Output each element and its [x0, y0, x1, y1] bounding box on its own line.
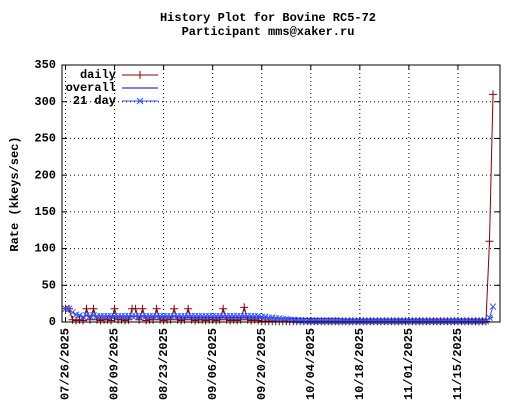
- x-tick-label: 08/23/2025: [157, 328, 171, 400]
- marker: [488, 90, 497, 99]
- marker: [76, 312, 83, 319]
- y-tick-label: 350: [34, 58, 56, 72]
- legend-marker: [136, 97, 144, 105]
- marker: [486, 314, 493, 321]
- marker: [219, 304, 228, 313]
- marker: [138, 304, 147, 313]
- legend-marker: [136, 71, 144, 79]
- marker: [79, 313, 87, 321]
- marker: [485, 237, 494, 246]
- marker: [79, 316, 88, 325]
- marker: [82, 304, 91, 313]
- marker: [184, 304, 193, 313]
- marker: [72, 316, 81, 325]
- legend-label: 21 day: [73, 94, 116, 108]
- marker: [170, 304, 179, 313]
- y-tick-label: 200: [34, 168, 56, 182]
- marker: [159, 316, 168, 325]
- y-tick-label: 0: [49, 315, 56, 329]
- marker: [489, 303, 497, 310]
- marker: [69, 309, 76, 316]
- marker: [142, 316, 151, 325]
- x-tick-label: 10/04/2025: [304, 328, 318, 400]
- legend-label: overall: [66, 81, 116, 95]
- marker: [68, 315, 77, 324]
- x-tick-label: 11/15/2025: [451, 328, 465, 400]
- y-axis-label: Rate (kkeys/sec): [8, 136, 22, 251]
- marker: [110, 304, 119, 313]
- marker: [86, 315, 95, 324]
- x-tick-label: 08/09/2025: [108, 328, 122, 400]
- x-tick-label: 09/06/2025: [206, 328, 220, 400]
- x-tick-label: 11/01/2025: [402, 328, 416, 400]
- y-tick-label: 250: [34, 132, 56, 146]
- legend-label: daily: [80, 68, 116, 82]
- marker: [240, 303, 249, 312]
- marker: [107, 316, 116, 325]
- marker: [96, 316, 105, 325]
- x-tick-label: 09/20/2025: [255, 328, 269, 400]
- chart-title: History Plot for Bovine RC5-72: [160, 11, 376, 25]
- series-line: [65, 94, 494, 322]
- y-tick-label: 300: [34, 95, 56, 109]
- marker: [121, 316, 130, 325]
- chart-subtitle: Participant mms@xaker.ru: [182, 25, 355, 39]
- x-tick-label: 10/18/2025: [353, 328, 367, 400]
- y-tick-label: 100: [34, 242, 56, 256]
- marker: [89, 304, 98, 313]
- marker: [152, 304, 161, 313]
- y-tick-label: 150: [34, 205, 56, 219]
- marker: [131, 304, 140, 313]
- plot-border: [61, 64, 501, 323]
- y-tick-label: 50: [42, 278, 56, 292]
- x-tick-label: 07/26/2025: [59, 328, 73, 400]
